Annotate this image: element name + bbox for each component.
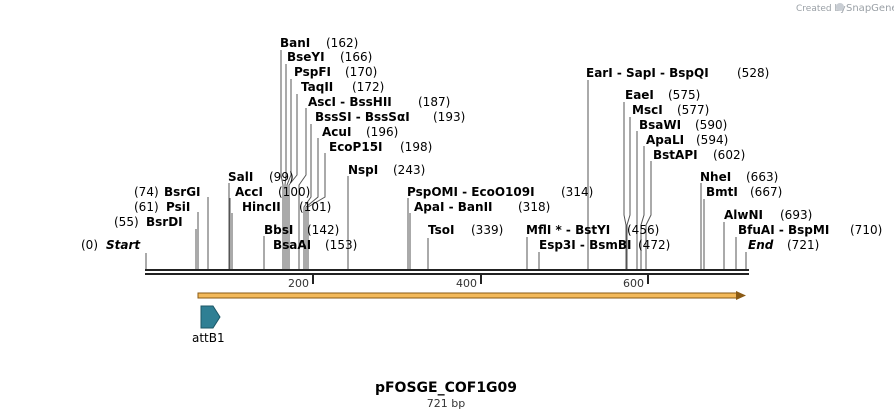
- site-name-asci-bsshii[interactable]: AscI - BssHII: [308, 95, 392, 109]
- site-pos-ecop15i: (198): [400, 140, 432, 154]
- site-name-bsrgi[interactable]: BsrGI: [164, 185, 201, 199]
- brand-text: SnapGene: [846, 3, 894, 14]
- site-name-eari-sapi-bspqi[interactable]: EarI - SapI - BspQI: [586, 66, 709, 80]
- site-pos-acui: (196): [366, 125, 398, 139]
- site-name-tsoi[interactable]: TsoI: [428, 223, 454, 237]
- site-pos-bfuai-bspmi: (710): [850, 223, 882, 237]
- tick-600: 600: [623, 277, 644, 290]
- orf-arrowhead-icon: [736, 291, 746, 300]
- site-pos-bmti: (667): [750, 185, 782, 199]
- plasmid-length: 721 bp: [427, 397, 465, 410]
- site-pos-sali: (99): [269, 170, 294, 184]
- site-pos-esp3i-bsmbi: (472): [638, 238, 670, 252]
- site-name-start: Start: [106, 238, 141, 252]
- site-pos-msci: (577): [677, 103, 709, 117]
- site-pos-bstapi: (602): [713, 148, 745, 162]
- site-pos-alwni: (693): [780, 208, 812, 222]
- site-name-bsrdi[interactable]: BsrDI: [146, 215, 183, 229]
- snapgene-logo-icon: [836, 3, 844, 11]
- site-pos-bsrdi: (55): [114, 215, 139, 229]
- site-name-apai-banii[interactable]: ApaI - BanII: [414, 200, 493, 214]
- site-pos-eaei: (575): [668, 88, 700, 102]
- site-name-bfuai-bspmi[interactable]: BfuAI - BspMI: [738, 223, 829, 237]
- tick-400: 400: [456, 277, 477, 290]
- site-name-bsaai[interactable]: BsaAI: [273, 238, 311, 252]
- site-pos-end: (721): [787, 238, 819, 252]
- site-name-nspi[interactable]: NspI: [348, 163, 378, 177]
- site-name-esp3i-bsmbi[interactable]: Esp3I - BsmBI: [539, 238, 631, 252]
- site-pos-nhei: (663): [746, 170, 778, 184]
- site-pos-bbsi: (142): [307, 223, 339, 237]
- site-name-bani[interactable]: BanI: [280, 36, 310, 50]
- site-name-bseyi[interactable]: BseYI: [287, 50, 325, 64]
- orf-arrow[interactable]: [197, 291, 746, 300]
- site-name-acci[interactable]: AccI: [235, 185, 263, 199]
- plasmid-title: pFOSGE_COF1G09: [375, 380, 517, 396]
- site-name-eaei[interactable]: EaeI: [625, 88, 654, 102]
- site-pos-bsrgi: (74): [134, 185, 159, 199]
- site-pos-bsaai: (153): [325, 238, 357, 252]
- site-name-bsssi-bsssai[interactable]: BssSI - BssSαI: [315, 110, 410, 124]
- site-pos-bsssi-bsssai: (193): [433, 110, 465, 124]
- site-name-sali[interactable]: SalI: [228, 170, 253, 184]
- site-pos-apali: (594): [696, 133, 728, 147]
- site-name-taqii[interactable]: TaqII: [301, 80, 333, 94]
- site-pos-bani: (162): [326, 36, 358, 50]
- feature-label-attb1: attB1: [192, 331, 225, 345]
- site-name-pspfi[interactable]: PspFI: [294, 65, 331, 79]
- attb1-feature-arrow[interactable]: [200, 305, 221, 329]
- site-name-pspomi-ecoo109i[interactable]: PspOMI - EcoO109I: [407, 185, 535, 199]
- site-pos-bseyi: (166): [340, 50, 372, 64]
- credit-text: Created by: [796, 4, 846, 14]
- site-name-end: End: [748, 238, 774, 252]
- site-name-msci[interactable]: MscI: [632, 103, 663, 117]
- site-pos-start: (0): [81, 238, 98, 252]
- site-pos-hincii: (101): [299, 200, 331, 214]
- site-pos-apai-banii: (318): [518, 200, 550, 214]
- scale-ticks: [312, 274, 649, 284]
- site-pos-asci-bsshii: (187): [418, 95, 450, 109]
- site-name-acui[interactable]: AcuI: [322, 125, 351, 139]
- site-pos-tsoi: (339): [471, 223, 503, 237]
- site-pos-bsawi: (590): [695, 118, 727, 132]
- site-pos-eari-sapi-bspqi: (528): [737, 66, 769, 80]
- site-name-psii[interactable]: PsiI: [166, 200, 190, 214]
- site-name-bstapi[interactable]: BstAPI: [653, 148, 698, 162]
- site-name-hincii[interactable]: HincII: [242, 200, 281, 214]
- site-name-bmti[interactable]: BmtI: [706, 185, 738, 199]
- tick-200: 200: [288, 277, 309, 290]
- site-name-nhei[interactable]: NheI: [700, 170, 731, 184]
- site-name-alwni[interactable]: AlwNI: [724, 208, 763, 222]
- site-pos-mfli-bstyi: (456): [627, 223, 659, 237]
- site-pos-pspomi-ecoo109i: (314): [561, 185, 593, 199]
- site-name-bbsi[interactable]: BbsI: [264, 223, 293, 237]
- site-name-mfli-bstyi[interactable]: MflI * - BstYI: [526, 223, 610, 237]
- site-pos-acci: (100): [278, 185, 310, 199]
- site-name-ecop15i[interactable]: EcoP15I: [329, 140, 383, 154]
- site-pos-pspfi: (170): [345, 65, 377, 79]
- site-lines: [145, 50, 747, 271]
- site-labels: (0) Start (55) BsrDI (61) PsiI (74) BsrG…: [81, 36, 882, 252]
- site-pos-psii: (61): [134, 200, 159, 214]
- site-name-bsawi[interactable]: BsaWI: [639, 118, 681, 132]
- orf-bar: [197, 292, 739, 299]
- site-pos-nspi: (243): [393, 163, 425, 177]
- site-pos-taqii: (172): [352, 80, 384, 94]
- site-name-apali[interactable]: ApaLI: [646, 133, 684, 147]
